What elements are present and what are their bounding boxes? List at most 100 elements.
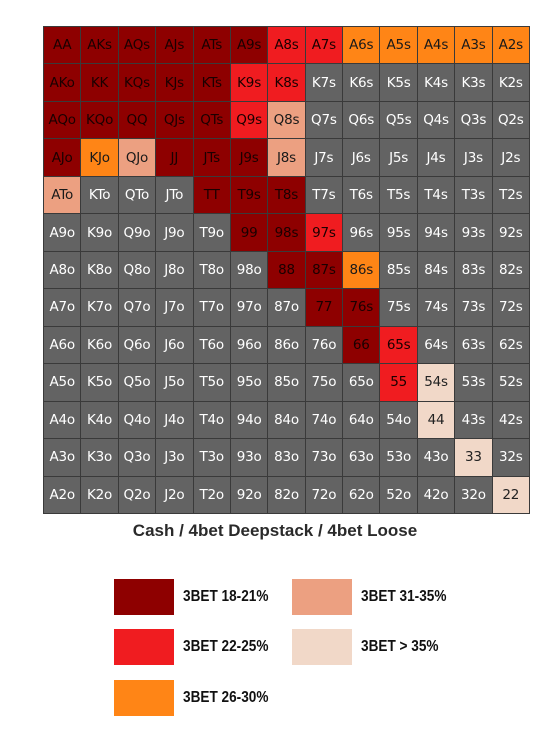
hand-cell-73s: 73s: [455, 289, 493, 327]
hand-cell-82o: 82o: [268, 476, 306, 514]
hand-cell-aqo: AQo: [44, 101, 82, 140]
hand-cell-55: 55: [380, 364, 418, 402]
hand-cell-kts: KTs: [193, 64, 231, 102]
hand-cell-t5o: T5o: [193, 364, 231, 402]
hand-cell-74s: 74s: [417, 289, 456, 327]
hand-cell-j6o: J6o: [156, 326, 194, 365]
hand-cell-j6s: J6s: [343, 139, 381, 177]
hand-cell-q8o: Q8o: [118, 251, 157, 290]
hand-cell-42s: 42s: [492, 401, 530, 440]
hand-cell-94s: 94s: [417, 214, 456, 252]
hand-cell-ajs: AJs: [156, 27, 194, 65]
hand-cell-qq: QQ: [118, 101, 157, 140]
hand-cell-63o: 63o: [343, 439, 381, 477]
legend-label: 3BET > 35%: [361, 638, 439, 655]
hand-cell-t4o: T4o: [193, 401, 231, 440]
hand-cell-52o: 52o: [380, 476, 418, 514]
hand-cell-a3s: A3s: [455, 27, 493, 65]
legend-label: 3BET 31-35%: [361, 588, 447, 605]
hand-cell-52s: 52s: [492, 364, 530, 402]
hand-cell-ato: ATo: [44, 176, 82, 215]
hand-cell-t7s: T7s: [305, 176, 344, 215]
hand-cell-k8o: K8o: [81, 251, 119, 290]
hand-cell-k9o: K9o: [81, 214, 119, 252]
hand-cell-22: 22: [492, 476, 530, 514]
hand-cell-92s: 92s: [492, 214, 530, 252]
hand-cell-kqs: KQs: [118, 64, 157, 102]
hand-cell-83o: 83o: [268, 439, 306, 477]
hand-cell-k3s: K3s: [455, 64, 493, 102]
hand-cell-97s: 97s: [305, 214, 344, 252]
hand-cell-77: 77: [305, 289, 344, 327]
hand-cell-t2s: T2s: [492, 176, 530, 215]
hand-cell-53s: 53s: [455, 364, 493, 402]
hand-cell-j3s: J3s: [455, 139, 493, 177]
hand-range-grid: AA AKs AQs AJs ATs A9s A8s A7s A6s A5s A4s A3s A2s AK…: [43, 26, 530, 514]
legend-item-18-21: 3BET 18-21%: [114, 579, 284, 615]
hand-cell-84s: 84s: [417, 251, 456, 290]
hand-cell-83s: 83s: [455, 251, 493, 290]
hand-cell-j4o: J4o: [156, 401, 194, 440]
legend-item-over-35: 3BET > 35%: [292, 629, 452, 665]
hand-cell-q9s: Q9s: [230, 101, 269, 140]
hand-cell-q2o: Q2o: [118, 476, 157, 514]
hand-cell-74o: 74o: [305, 401, 344, 440]
hand-cell-72o: 72o: [305, 476, 344, 514]
hand-cell-q6s: Q6s: [343, 101, 381, 140]
hand-cell-a6s: A6s: [343, 27, 381, 65]
hand-cell-64s: 64s: [417, 326, 456, 365]
hand-cell-k6s: K6s: [343, 64, 381, 102]
chart-subtitle: Cash / 4bet Deepstack / 4bet Loose: [132, 521, 418, 540]
legend-item-26-30: 3BET 26-30%: [114, 680, 284, 716]
hand-cell-32s: 32s: [492, 439, 530, 477]
legend-swatch: [114, 579, 174, 615]
hand-cell-k4o: K4o: [81, 401, 119, 440]
hand-cell-96s: 96s: [343, 214, 381, 252]
legend-item-22-25: 3BET 22-25%: [114, 629, 284, 665]
legend-swatch: [292, 579, 352, 615]
hand-cell-92o: 92o: [230, 476, 269, 514]
hand-cell-98s: 98s: [268, 214, 306, 252]
hand-cell-t8s: T8s: [268, 176, 306, 215]
hand-cell-62s: 62s: [492, 326, 530, 365]
hand-cell-j7s: J7s: [305, 139, 344, 177]
hand-cell-88: 88: [268, 251, 306, 290]
hand-cell-85s: 85s: [380, 251, 418, 290]
legend-item-31-35: 3BET 31-35%: [292, 579, 462, 615]
hand-cell-44: 44: [417, 401, 456, 440]
hand-cell-k5o: K5o: [81, 364, 119, 402]
hand-cell-86s: 86s: [343, 251, 381, 290]
hand-cell-72s: 72s: [492, 289, 530, 327]
hand-cell-aks: AKs: [81, 27, 119, 65]
hand-cell-t4s: T4s: [417, 176, 456, 215]
hand-cell-73o: 73o: [305, 439, 344, 477]
hand-cell-j8o: J8o: [156, 251, 194, 290]
hand-cell-j2s: J2s: [492, 139, 530, 177]
hand-cell-jts: JTs: [193, 139, 231, 177]
hand-cell-qts: QTs: [193, 101, 231, 140]
hand-cell-k4s: K4s: [417, 64, 456, 102]
hand-cell-54s: 54s: [417, 364, 456, 402]
legend-swatch: [292, 629, 352, 665]
hand-cell-65o: 65o: [343, 364, 381, 402]
hand-cell-54o: 54o: [380, 401, 418, 440]
hand-cell-k7s: K7s: [305, 64, 344, 102]
hand-cell-kk: KK: [81, 64, 119, 102]
hand-cell-64o: 64o: [343, 401, 381, 440]
hand-cell-t6s: T6s: [343, 176, 381, 215]
hand-cell-a9o: A9o: [44, 214, 82, 252]
legend-swatch: [114, 680, 174, 716]
hand-cell-q4s: Q4s: [417, 101, 456, 140]
hand-cell-a7s: A7s: [305, 27, 344, 65]
hand-cell-q2s: Q2s: [492, 101, 530, 140]
hand-cell-75o: 75o: [305, 364, 344, 402]
hand-cell-t6o: T6o: [193, 326, 231, 365]
hand-cell-t9o: T9o: [193, 214, 231, 252]
hand-cell-k5s: K5s: [380, 64, 418, 102]
hand-cell-96o: 96o: [230, 326, 269, 365]
hand-cell-a4s: A4s: [417, 27, 456, 65]
hand-cell-k3o: K3o: [81, 439, 119, 477]
hand-cell-q7o: Q7o: [118, 289, 157, 327]
hand-cell-95s: 95s: [380, 214, 418, 252]
hand-cell-a2o: A2o: [44, 476, 82, 514]
